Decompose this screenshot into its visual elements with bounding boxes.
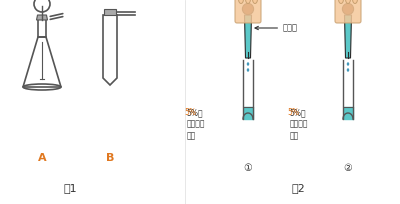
- Bar: [344, 107, 352, 119]
- Ellipse shape: [347, 62, 349, 66]
- Polygon shape: [104, 9, 116, 15]
- Polygon shape: [344, 15, 352, 58]
- Ellipse shape: [247, 62, 249, 66]
- Text: B: B: [106, 153, 114, 163]
- Text: 5%: 5%: [184, 108, 196, 117]
- Ellipse shape: [347, 68, 349, 72]
- Ellipse shape: [352, 0, 358, 3]
- Ellipse shape: [252, 0, 258, 3]
- FancyBboxPatch shape: [235, 0, 261, 23]
- Text: 图1: 图1: [63, 183, 77, 193]
- Ellipse shape: [338, 0, 344, 3]
- Text: ①: ①: [244, 163, 252, 173]
- Polygon shape: [36, 15, 48, 20]
- Ellipse shape: [238, 0, 244, 3]
- Ellipse shape: [342, 3, 354, 15]
- Text: 5%的
过氧化氢
溶液: 5%的 过氧化氢 溶液: [186, 108, 205, 141]
- Text: 5%的
过氧化氢
溶液: 5%的 过氧化氢 溶液: [290, 108, 308, 141]
- Ellipse shape: [242, 3, 254, 15]
- Text: 稀硫酸: 稀硫酸: [255, 23, 298, 32]
- Bar: [244, 107, 252, 119]
- Text: ②: ②: [344, 163, 352, 173]
- Ellipse shape: [346, 0, 350, 3]
- Text: A: A: [38, 153, 46, 163]
- Ellipse shape: [247, 68, 249, 72]
- Text: 5%: 5%: [287, 108, 299, 117]
- Text: 图2: 图2: [291, 183, 305, 193]
- FancyBboxPatch shape: [335, 0, 361, 23]
- Ellipse shape: [246, 0, 250, 3]
- Polygon shape: [244, 15, 252, 58]
